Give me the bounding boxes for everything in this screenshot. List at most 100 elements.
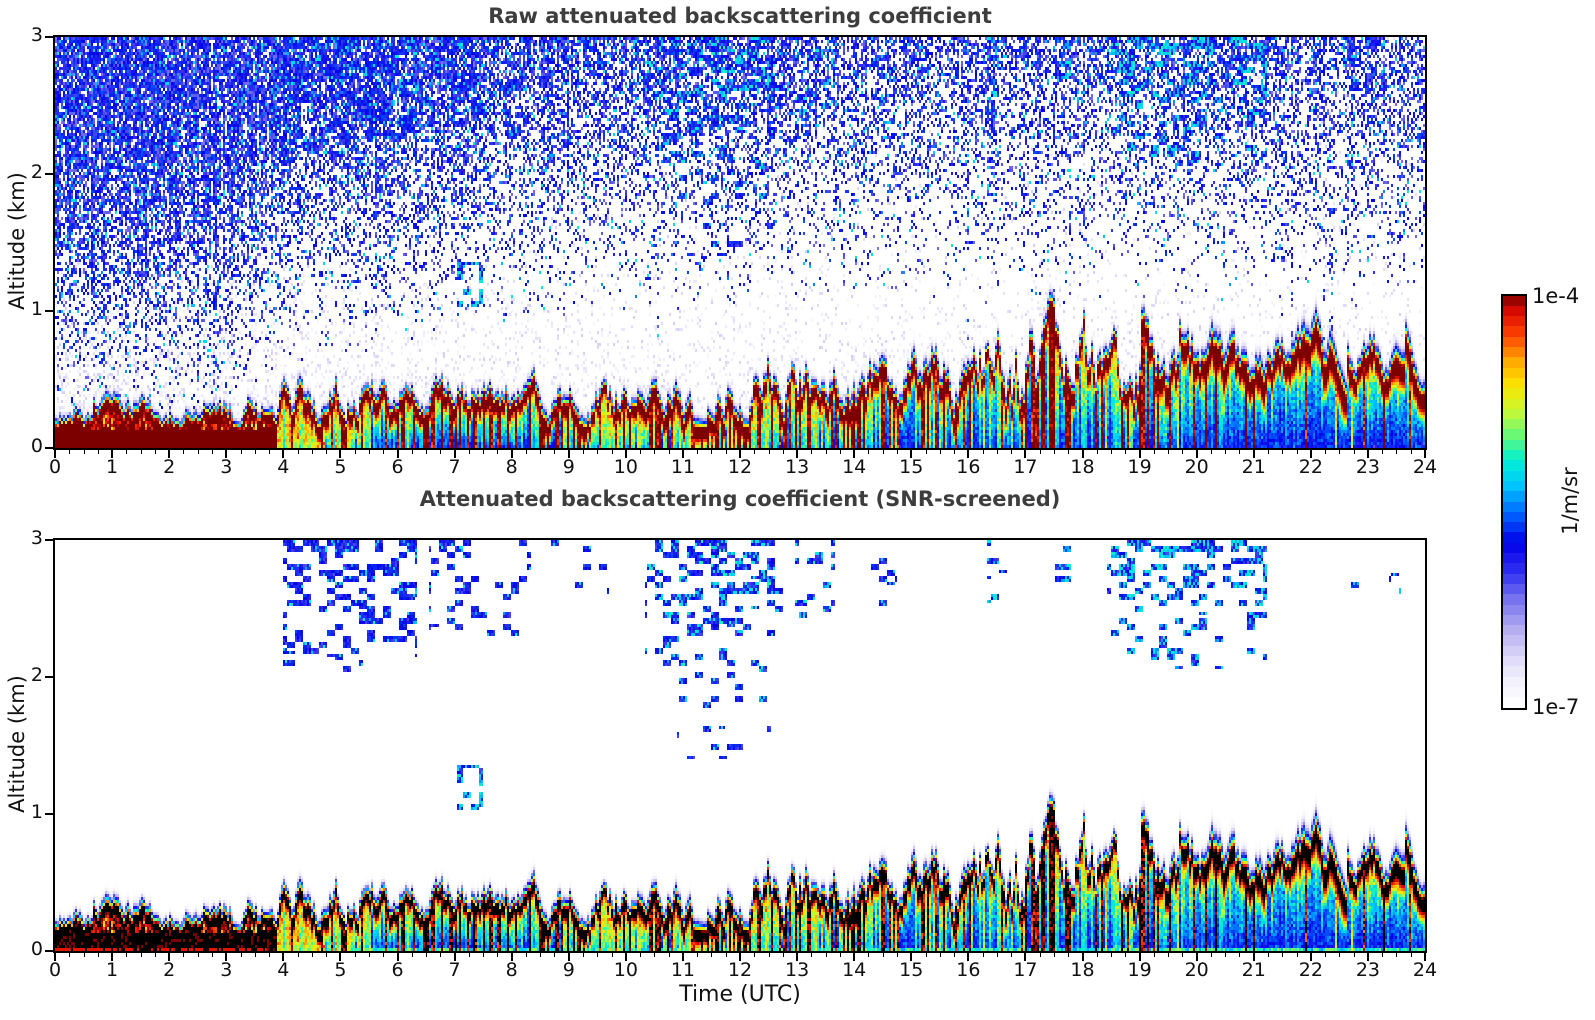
x-minor-tick [1353, 953, 1355, 957]
x-tick [1024, 450, 1027, 458]
x-minor-tick [554, 450, 556, 454]
x-tick [282, 953, 285, 961]
x-tick-label: 17 [1013, 959, 1038, 981]
x-minor-tick [468, 953, 470, 957]
x-tick-label: 8 [505, 456, 518, 478]
x-minor-tick [426, 450, 428, 454]
x-minor-tick [1153, 953, 1155, 957]
x-tick-label: 4 [277, 959, 290, 981]
x-minor-tick [1382, 953, 1384, 957]
x-minor-tick [540, 953, 542, 957]
x-minor-tick [782, 953, 784, 957]
x-minor-tick [440, 953, 442, 957]
x-tick-label: 23 [1355, 959, 1380, 981]
x-minor-tick [525, 450, 527, 454]
x-tick-label: 0 [48, 456, 62, 478]
x-tick [796, 953, 799, 961]
y-tick [45, 310, 53, 312]
x-tick-label: 12 [727, 959, 753, 981]
x-minor-tick [1410, 450, 1412, 454]
x-tick [1424, 953, 1426, 961]
x-tick-label: 2 [163, 456, 176, 478]
x-minor-tick [925, 953, 927, 957]
x-minor-tick [354, 450, 356, 454]
x-minor-tick [782, 450, 784, 454]
x-tick-label: 1 [106, 456, 119, 478]
x-tick [1195, 450, 1198, 458]
x-minor-tick [839, 450, 841, 454]
screened-backscatter-heatmap [55, 540, 1425, 951]
panel1-title: Raw attenuated backscattering coefficien… [488, 4, 992, 28]
x-minor-tick [611, 450, 613, 454]
x-tick-label: 24 [1412, 456, 1438, 478]
x-minor-tick [1396, 450, 1398, 454]
x-tick-label: 5 [334, 959, 347, 981]
x-minor-tick [254, 953, 256, 957]
x-minor-tick [996, 450, 998, 454]
x-tick [168, 953, 171, 961]
x-tick [567, 953, 570, 961]
x-tick [739, 953, 741, 961]
x-minor-tick [554, 953, 556, 957]
x-tick-label: 24 [1412, 959, 1438, 981]
raw-backscatter-heatmap [55, 37, 1425, 448]
x-minor-tick [1268, 953, 1270, 957]
x-minor-tick [326, 953, 328, 957]
x-minor-tick [925, 450, 927, 454]
panel2-y-axis-label: Altitude (km) [5, 675, 29, 813]
x-minor-tick [1053, 450, 1055, 454]
x-minor-tick [426, 953, 428, 957]
x-minor-tick [1210, 953, 1212, 957]
x-minor-tick [411, 953, 413, 957]
x-tick [54, 450, 56, 458]
x-tick-label: 1 [106, 959, 119, 981]
x-minor-tick [1125, 953, 1127, 957]
x-minor-tick [383, 450, 385, 454]
x-tick-label: 15 [899, 456, 924, 478]
x-minor-tick [1339, 953, 1341, 957]
x-tick-label: 18 [1070, 456, 1095, 478]
x-tick-label: 4 [277, 456, 290, 478]
x-minor-tick [326, 450, 328, 454]
x-tick-label: 10 [613, 959, 638, 981]
x-minor-tick [1153, 450, 1155, 454]
x-minor-tick [1096, 953, 1098, 957]
x-tick-label: 3 [220, 959, 233, 981]
x-minor-tick [1225, 450, 1227, 454]
x-minor-tick [497, 450, 499, 454]
x-minor-tick [1039, 450, 1041, 454]
x-minor-tick [882, 450, 884, 454]
x-tick-label: 9 [562, 456, 575, 478]
x-tick-label: 9 [562, 959, 575, 981]
x-tick [396, 450, 399, 458]
x-minor-tick [311, 450, 313, 454]
x-minor-tick [939, 450, 941, 454]
x-minor-tick [1296, 953, 1298, 957]
y-tick [45, 813, 53, 815]
x-tick [1366, 953, 1369, 961]
x-minor-tick [140, 450, 142, 454]
x-minor-tick [1068, 450, 1070, 454]
x-tick-label: 8 [505, 959, 518, 981]
x-minor-tick [1396, 953, 1398, 957]
x-tick-label: 3 [220, 456, 233, 478]
x-minor-tick [654, 953, 656, 957]
x-tick-label: 13 [784, 959, 810, 981]
x-minor-tick [668, 953, 670, 957]
x-tick-label: 7 [448, 456, 461, 478]
x-tick-label: 19 [1127, 456, 1152, 478]
x-tick-label: 11 [670, 959, 695, 981]
x-tick [796, 450, 799, 458]
x-minor-tick [1182, 450, 1184, 454]
x-minor-tick [882, 953, 884, 957]
x-minor-tick [1168, 953, 1170, 957]
x-minor-tick [411, 450, 413, 454]
x-tick [111, 953, 114, 961]
x-tick [396, 953, 399, 961]
x-minor-tick [640, 953, 642, 957]
x-minor-tick [1239, 953, 1241, 957]
x-tick [225, 450, 228, 458]
x-minor-tick [1268, 450, 1270, 454]
x-tick [910, 953, 913, 961]
